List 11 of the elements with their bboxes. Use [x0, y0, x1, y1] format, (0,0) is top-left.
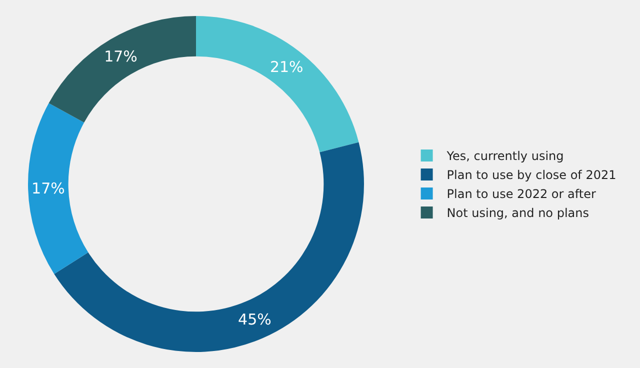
- donut-slice: [28, 103, 88, 274]
- donut-slice: [196, 16, 359, 152]
- legend-label: Plan to use 2022 or after: [446, 187, 596, 202]
- data-label: 21%: [270, 58, 304, 76]
- legend-label: Not using, and no plans: [446, 206, 590, 220]
- legend-label: Yes, currently using: [446, 149, 564, 164]
- data-label: 45%: [238, 310, 272, 329]
- data-label: 17%: [32, 180, 65, 198]
- data-label: 17%: [104, 48, 138, 66]
- donut-slice: [48, 16, 196, 122]
- legend-label: Plan to use by close of 2021: [446, 168, 616, 182]
